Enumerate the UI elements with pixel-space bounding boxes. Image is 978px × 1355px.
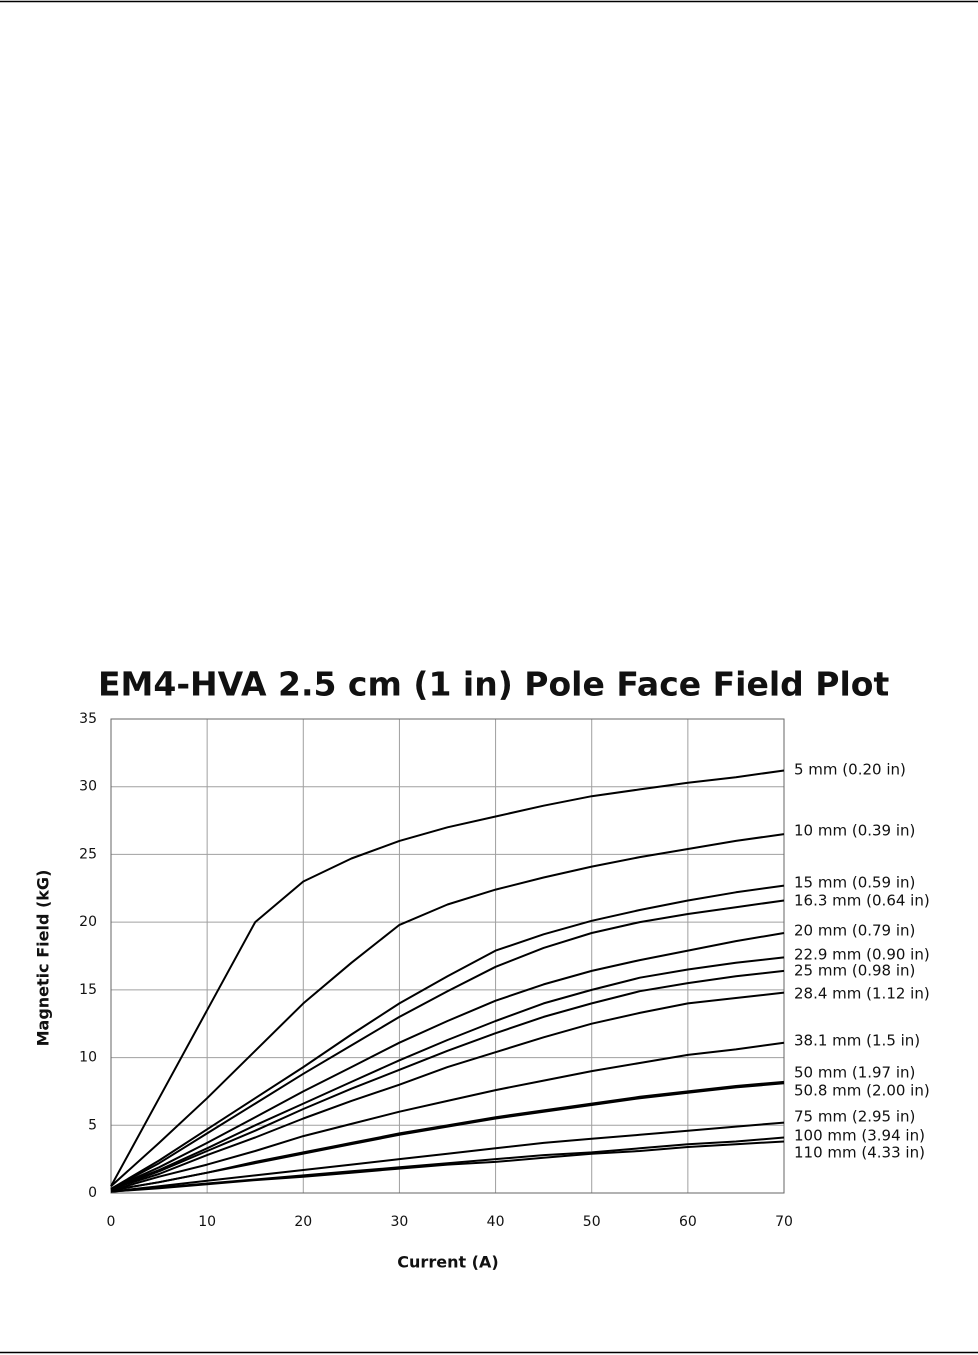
x-tick-label: 10 xyxy=(198,1214,216,1230)
series-label: 25 mm (0.98 in) xyxy=(794,962,915,980)
y-tick-label: 35 xyxy=(79,711,97,727)
series-label: 38.1 mm (1.5 in) xyxy=(794,1032,920,1050)
series-label: 110 mm (4.33 in) xyxy=(794,1144,925,1162)
x-tick-label: 50 xyxy=(583,1214,601,1230)
series-label: 16.3 mm (0.64 in) xyxy=(794,892,930,910)
series-line xyxy=(110,1082,785,1192)
series-line xyxy=(110,1121,785,1193)
y-tick-label: 20 xyxy=(79,914,97,930)
series-line xyxy=(110,899,785,1190)
x-tick-label: 70 xyxy=(775,1214,793,1230)
series-label: 20 mm (0.79 in) xyxy=(794,922,915,940)
x-tick-label: 0 xyxy=(107,1214,116,1230)
y-tick-label: 15 xyxy=(79,982,97,998)
y-tick-label: 0 xyxy=(88,1185,97,1201)
series-label: 100 mm (3.94 in) xyxy=(794,1127,925,1145)
y-tick-label: 10 xyxy=(79,1050,97,1066)
series-line xyxy=(110,932,785,1190)
x-tick-label: 60 xyxy=(679,1214,697,1230)
y-axis-title: Magnetic Field (kG) xyxy=(34,870,53,1047)
x-tick-label: 40 xyxy=(487,1214,505,1230)
series-line xyxy=(110,884,785,1190)
y-tick-label: 5 xyxy=(88,1117,97,1133)
series-label: 50 mm (1.97 in) xyxy=(794,1064,915,1082)
x-tick-label: 20 xyxy=(294,1214,312,1230)
series-label: 75 mm (2.95 in) xyxy=(794,1108,915,1126)
series-line xyxy=(110,769,785,1187)
y-tick-label: 30 xyxy=(79,779,97,795)
series-line xyxy=(110,969,785,1190)
chart-title: EM4-HVA 2.5 cm (1 in) Pole Face Field Pl… xyxy=(98,665,889,704)
x-axis-title: Current (A) xyxy=(397,1253,498,1272)
plot-frame xyxy=(110,718,785,1194)
y-tick-label: 25 xyxy=(79,846,97,862)
series-line xyxy=(110,991,785,1190)
series-label: 50.8 mm (2.00 in) xyxy=(794,1082,930,1100)
series-line xyxy=(110,956,785,1190)
series-label: 10 mm (0.39 in) xyxy=(794,822,915,840)
series-line xyxy=(110,1080,785,1192)
series-label: 5 mm (0.20 in) xyxy=(794,761,906,779)
series-label: 28.4 mm (1.12 in) xyxy=(794,985,930,1003)
series-label: 15 mm (0.59 in) xyxy=(794,874,915,892)
series-line xyxy=(110,1041,785,1192)
series-line xyxy=(110,833,785,1187)
x-tick-label: 30 xyxy=(391,1214,409,1230)
series-label: 22.9 mm (0.90 in) xyxy=(794,946,930,964)
series-line xyxy=(110,1140,785,1193)
